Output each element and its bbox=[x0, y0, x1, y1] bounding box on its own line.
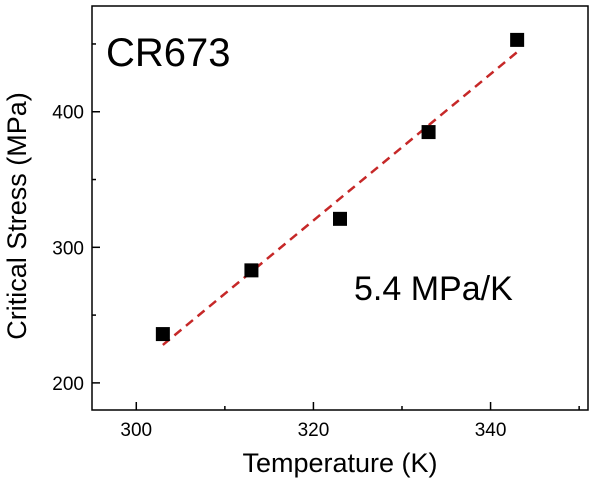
plot-frame bbox=[91, 5, 589, 411]
y-tick-label: 300 bbox=[52, 238, 84, 259]
data-points bbox=[155, 32, 525, 342]
slope-label: 5.4 MPa/K bbox=[354, 270, 513, 308]
y-tick-label: 200 bbox=[52, 374, 84, 395]
axis-ticks bbox=[92, 43, 580, 410]
x-tick-label: 300 bbox=[120, 420, 152, 441]
data-point bbox=[421, 125, 436, 140]
data-point bbox=[510, 32, 525, 47]
fit-line bbox=[162, 51, 518, 346]
x-tick-label: 340 bbox=[475, 420, 507, 441]
y-tick-label: 400 bbox=[52, 103, 84, 124]
y-axis-label: Critical Stress (MPa) bbox=[2, 92, 32, 340]
sample-label: CR673 bbox=[106, 31, 231, 75]
x-axis-label: Temperature (K) bbox=[242, 448, 437, 478]
data-point bbox=[155, 327, 170, 342]
data-point bbox=[333, 211, 347, 226]
axis-tick-labels: 300 320 340 200 300 400 bbox=[52, 103, 506, 441]
data-point bbox=[244, 263, 259, 278]
x-tick-label: 320 bbox=[298, 420, 330, 441]
